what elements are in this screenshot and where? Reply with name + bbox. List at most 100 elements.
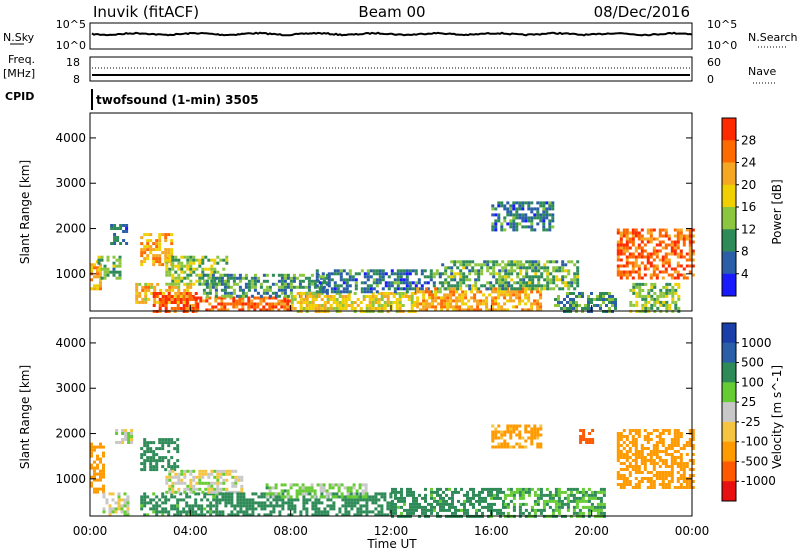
heatmap-cell (540, 272, 544, 276)
heatmap-cell (286, 299, 290, 303)
heatmap-cell (394, 511, 397, 515)
heatmap-cell (93, 490, 96, 494)
heatmap-cell (135, 300, 139, 304)
heatmap-cell (118, 273, 122, 277)
heatmap-cell (377, 498, 381, 502)
heatmap-cell (250, 302, 254, 306)
heatmap-cell (441, 263, 445, 267)
heatmap-cell (205, 308, 209, 312)
heatmap-cell (301, 489, 305, 493)
heatmap-cell (346, 495, 350, 499)
heatmap-cell (268, 288, 272, 292)
heatmap-cell (682, 276, 686, 280)
heatmap-cell (521, 445, 525, 449)
heatmap-cell (668, 288, 672, 292)
heatmap-cell (634, 432, 638, 435)
heatmap-cell (353, 504, 357, 508)
heatmap-cell (189, 264, 193, 268)
heatmap-cell (475, 493, 478, 497)
heatmap-cell (576, 266, 580, 270)
heatmap-cell (494, 222, 498, 226)
heatmap-cell (661, 270, 665, 274)
heatmap-cell (494, 296, 498, 300)
heatmap-cell (667, 453, 671, 456)
heatmap-cell (484, 499, 487, 503)
heatmap-cell (485, 296, 489, 300)
heatmap-cell (448, 496, 451, 500)
heatmap-cell (506, 290, 510, 294)
heatmap-cell (649, 453, 653, 456)
heatmap-cell (213, 267, 217, 271)
heatmap-cell (661, 474, 665, 477)
heatmap-cell (566, 496, 570, 500)
heatmap-cell (659, 300, 663, 304)
heatmap-cell (424, 511, 427, 515)
heatmap-cell (152, 295, 156, 298)
heatmap-cell (527, 490, 531, 494)
heatmap-cell (616, 450, 620, 453)
heatmap-cell (435, 272, 439, 276)
heatmap-cell (599, 295, 602, 298)
heatmap-cell (449, 290, 453, 294)
heatmap-cell (452, 293, 456, 297)
heatmap-cell (226, 308, 230, 312)
heatmap-cell (506, 505, 510, 509)
heatmap-cell (149, 251, 153, 255)
heatmap-cell (590, 496, 594, 500)
heatmap-cell (619, 462, 623, 465)
heatmap-cell (189, 279, 193, 283)
heatmap-cell (238, 302, 242, 306)
colorbar-tick-label: 25 (741, 395, 756, 409)
heatmap-cell (332, 507, 336, 511)
heatmap-cell (210, 487, 214, 491)
heatmap-cell (539, 487, 543, 491)
heatmap-cell (628, 270, 632, 274)
heatmap-cell (462, 266, 466, 270)
heatmap-cell (155, 465, 159, 469)
heatmap-cell (182, 307, 186, 310)
colorbar-swatch (722, 273, 736, 297)
heatmap-cell (305, 301, 309, 304)
heatmap-cell (691, 474, 695, 477)
heatmap-cell (501, 266, 505, 270)
heatmap-cell (168, 255, 172, 259)
heatmap-cell (551, 216, 555, 220)
heatmap-cell (462, 275, 466, 279)
heatmap-cell (679, 234, 683, 238)
heatmap-cell (198, 258, 202, 262)
heatmap-cell (588, 432, 592, 435)
heatmap-cell (311, 295, 315, 298)
heatmap-cell (419, 290, 423, 294)
heatmap-cell (661, 438, 665, 441)
heatmap-cell (103, 267, 107, 271)
heatmap-cell (545, 499, 549, 503)
heatmap-cell (468, 269, 472, 273)
heatmap-cell (561, 278, 565, 282)
heatmap-cell (407, 298, 411, 301)
heatmap-cell (519, 287, 523, 291)
heatmap-cell (226, 285, 230, 289)
heatmap-cell (165, 481, 169, 485)
heatmap-cell (628, 441, 632, 444)
heatmap-cell (298, 486, 302, 490)
heatmap-cell (474, 269, 478, 273)
heatmap-cell (335, 307, 339, 310)
heatmap-cell (450, 278, 454, 282)
heatmap-cell (470, 305, 474, 309)
heatmap-cell (506, 424, 510, 428)
heatmap-cell (317, 513, 321, 517)
heatmap-cell (545, 210, 549, 214)
heatmap-cell (186, 487, 190, 491)
heatmap-cell (491, 207, 495, 211)
heatmap-cell (539, 302, 543, 306)
heatmap-cell (347, 292, 351, 295)
heatmap-cell (410, 292, 414, 295)
heatmap-cell (431, 302, 435, 306)
heatmap-cell (616, 255, 620, 259)
heatmap-cell (229, 276, 233, 280)
heatmap-cell (245, 510, 249, 514)
heatmap-cell (456, 281, 460, 285)
heatmap-cell (381, 275, 385, 279)
heatmap-cell (452, 308, 456, 312)
heatmap-cell (539, 201, 543, 205)
